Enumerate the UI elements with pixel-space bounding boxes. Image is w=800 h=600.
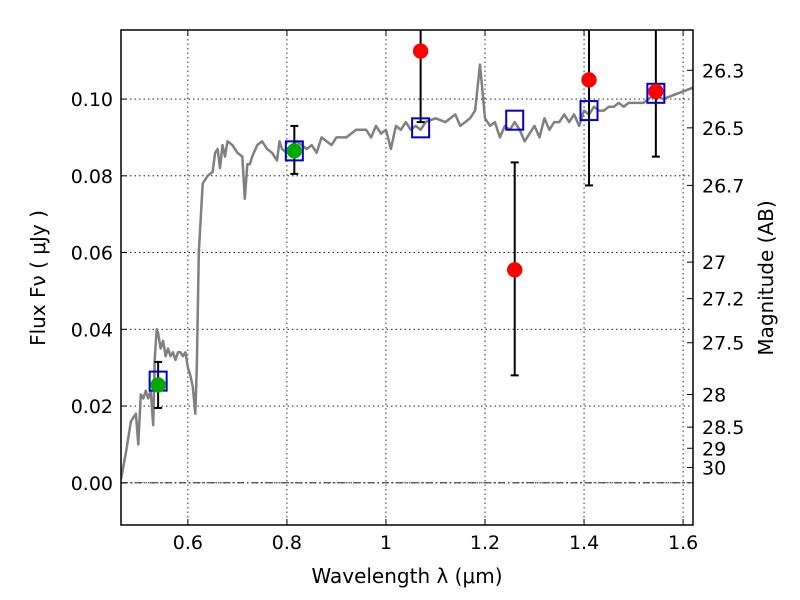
y2-tick-label: 28.5 (702, 417, 744, 439)
model-photometry-square (284, 140, 304, 162)
x-axis-label: Wavelength λ (μm) (311, 564, 502, 588)
plot-frame (120, 29, 694, 526)
y2-tick-label: 28 (702, 385, 726, 407)
error-bars (148, 30, 666, 409)
plot-area (121, 63, 693, 480)
y2-tick-label: 30 (702, 457, 726, 479)
red-data-point (648, 83, 664, 100)
axes: 0.6 0.8 1 1.2 1.4 1.6 0.00 0.02 0.04 0.06 0.08 0.10… (71, 30, 744, 554)
y2-axis-label: Magnitude (AB) (754, 200, 778, 355)
red-data-point (412, 43, 429, 59)
y2-tick-label: 26.3 (702, 60, 744, 82)
y-axis-label: Flux Fν ( μJy ) (26, 210, 50, 346)
green-data-point (286, 143, 303, 159)
x-tick-label: 0.6 (173, 532, 203, 554)
y2-tick-label: 27.2 (702, 289, 744, 311)
y-tick-label: 0.08 (71, 166, 113, 188)
red-data-point (506, 262, 523, 278)
x-tick-label: 1.4 (569, 532, 599, 554)
model-photometry-square (411, 117, 431, 139)
y-tick-label: 0.10 (71, 89, 113, 111)
x-tick-label: 1.6 (668, 532, 698, 554)
y2-tick-label: 26.5 (702, 118, 744, 140)
x-tick-label: 0.8 (272, 532, 302, 554)
y-tick-label: 0.06 (71, 243, 113, 265)
y-tick-label: 0.04 (71, 319, 113, 341)
spectrum-line (121, 63, 693, 480)
x-tick-label: 1 (380, 532, 392, 554)
model-photometry-square (579, 100, 599, 122)
model-photometry-square (505, 109, 525, 131)
y-tick-label: 0.00 (71, 473, 113, 495)
green-data-point (150, 377, 166, 393)
x-tick-label: 1.2 (470, 532, 500, 554)
y-tick-label: 0.02 (71, 396, 113, 418)
y2-tick-label: 29 (702, 438, 726, 460)
plot-background (121, 30, 693, 525)
red-data-point (581, 72, 597, 88)
y2-tick-label: 27.5 (702, 333, 744, 355)
y2-tick-label: 26.7 (702, 175, 744, 197)
y2-tick-label: 27 (702, 252, 726, 274)
